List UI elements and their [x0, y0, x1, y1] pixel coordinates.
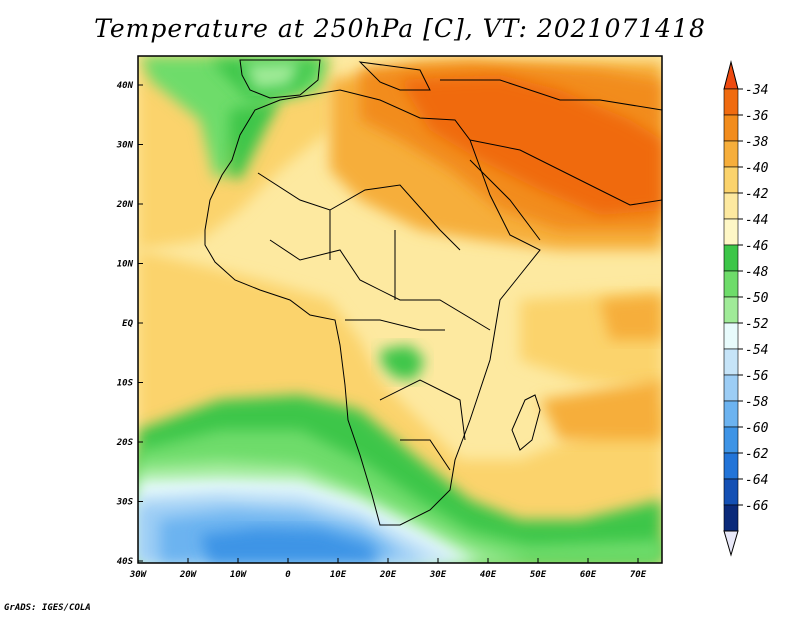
- colorbar-label: -44: [745, 213, 768, 228]
- latitude-axis: 40N 30N 20N 10N EQ 10S 20S 30S 40S: [116, 81, 143, 567]
- longitude-tick-label: 30E: [429, 570, 447, 580]
- colorbar-segment: [723, 140, 739, 168]
- colorbar-label: -62: [745, 447, 769, 462]
- colorbar-segment: [723, 452, 739, 480]
- colorbar-label: -36: [745, 109, 769, 124]
- latitude-tick-label: 10N: [117, 260, 134, 270]
- colorbar-label: -48: [745, 265, 769, 280]
- colorbar: -34 -36 -38 -40 -42 -44 -46 -48 -50 -52 -54 -56 -58 -…: [723, 60, 769, 557]
- colorbar-segment: [723, 192, 739, 220]
- colorbar-label: -38: [745, 135, 769, 150]
- longitude-tick-label: 40E: [480, 570, 497, 580]
- longitude-tick-label: 60E: [580, 570, 597, 580]
- latitude-tick-label: EQ: [122, 319, 133, 329]
- colorbar-label: -42: [745, 187, 769, 202]
- longitude-tick-label: 10W: [230, 570, 248, 580]
- colorbar-segment: [723, 322, 739, 350]
- colorbar-segment: [723, 426, 739, 454]
- colorbar-bottom-cap: [723, 530, 739, 557]
- longitude-tick-label: 10E: [330, 570, 347, 580]
- colorbar-segment: [723, 166, 739, 194]
- map-title: Temperature at 250hPa [C], VT: 202107141…: [94, 14, 706, 43]
- colorbar-segment: [723, 374, 739, 402]
- longitude-tick-label: 30W: [129, 570, 148, 580]
- temperature-field: [138, 56, 662, 563]
- colorbar-segment: [723, 88, 739, 116]
- latitude-tick-label: 20S: [116, 438, 134, 448]
- colorbar-label: -54: [745, 343, 768, 358]
- longitude-tick-label: 50E: [530, 570, 547, 580]
- colorbar-label: -64: [745, 473, 768, 488]
- colorbar-label: -56: [745, 369, 769, 384]
- colorbar-label: -46: [745, 239, 769, 254]
- colorbar-label: -40: [745, 161, 769, 176]
- credit-text: GrADS: IGES/COLA: [4, 603, 91, 613]
- longitude-axis: 30W 20W 10W 0 10E 20E 30E 40E 50E 60E 70E: [129, 558, 647, 580]
- colorbar-label: -50: [745, 291, 769, 306]
- latitude-tick-label: 40N: [117, 81, 134, 91]
- latitude-tick-label: 10S: [117, 379, 134, 389]
- latitude-tick-label: 30S: [116, 498, 134, 508]
- longitude-tick-label: 20W: [179, 570, 198, 580]
- colorbar-label: -66: [745, 499, 769, 514]
- colorbar-segment: [723, 270, 739, 298]
- colorbar-segment: [723, 114, 739, 142]
- latitude-tick-label: 30N: [116, 141, 134, 151]
- colorbar-label: -52: [745, 317, 769, 332]
- colorbar-label: -34: [745, 83, 768, 98]
- longitude-tick-label: 20E: [379, 570, 397, 580]
- colorbar-segment: [723, 296, 739, 324]
- longitude-tick-label: 70E: [630, 570, 647, 580]
- colorbar-label: -58: [745, 395, 769, 410]
- latitude-tick-label: 20N: [116, 200, 134, 210]
- colorbar-segment: [723, 504, 739, 532]
- colorbar-segment: [723, 348, 739, 376]
- colorbar-segment: [723, 478, 739, 506]
- colorbar-segment: [723, 218, 739, 246]
- colorbar-label: -60: [745, 421, 769, 436]
- longitude-tick-label: 0: [285, 570, 291, 580]
- coastlines: [204, 59, 662, 526]
- colorbar-top-cap: [723, 60, 739, 90]
- map-frame: [137, 55, 663, 564]
- colorbar-segment: [723, 400, 739, 428]
- latitude-tick-label: 40S: [117, 557, 134, 567]
- colorbar-segment: [723, 244, 739, 272]
